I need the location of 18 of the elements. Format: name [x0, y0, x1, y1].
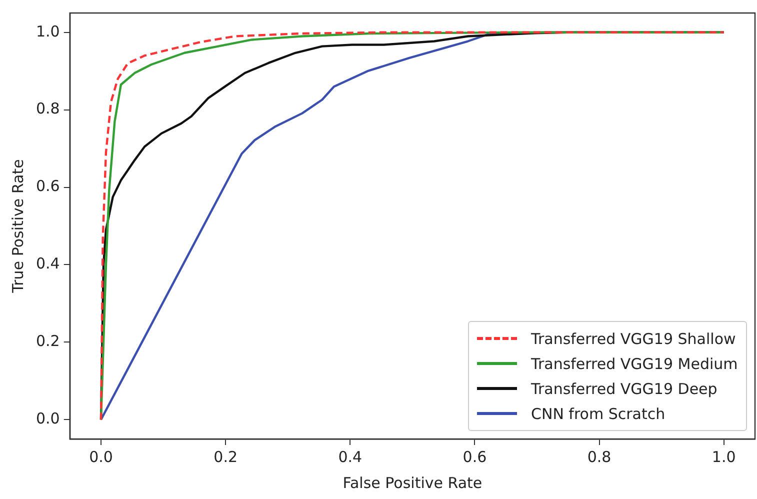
legend-label: Transferred VGG19 Deep: [531, 380, 718, 398]
y-tick-label: 1.0: [36, 22, 60, 40]
legend-label: Transferred VGG19 Medium: [531, 354, 738, 372]
y-tick-label: 0.2: [36, 332, 60, 350]
y-tick-label: 0.8: [36, 100, 60, 118]
x-axis-title: False Positive Rate: [342, 474, 482, 492]
x-tick-label: 0.6: [462, 448, 487, 466]
y-tick-label: 0.6: [36, 177, 60, 196]
legend-label: CNN from Scratch: [531, 404, 666, 422]
x-tick-label: 0.2: [214, 448, 238, 466]
y-axis-title: True Positive Rate: [8, 159, 27, 294]
x-tick-label: 1.0: [712, 448, 736, 466]
x-tick-label: 0.8: [587, 448, 612, 466]
legend-label: Transferred VGG19 Shallow: [531, 330, 736, 348]
y-tick-label: 0.4: [36, 254, 60, 273]
y-tick-label: 0.0: [36, 410, 60, 428]
x-tick-label: 0.0: [89, 448, 113, 466]
x-tick-label: 0.4: [338, 448, 362, 466]
